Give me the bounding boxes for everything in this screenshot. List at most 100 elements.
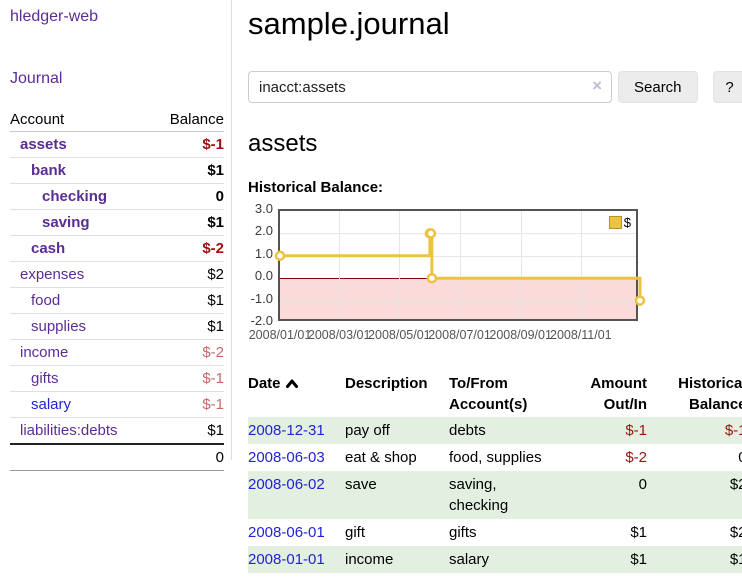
account-row: liabilities:debts $1 bbox=[10, 417, 224, 445]
register-accounts: food, supplies bbox=[449, 449, 542, 466]
account-cell: salary bbox=[10, 391, 153, 418]
accounts-header-row: Account Balance bbox=[10, 108, 224, 132]
header-label: To/From bbox=[449, 375, 508, 392]
header-label: Amount bbox=[590, 375, 647, 392]
search-button[interactable]: Search bbox=[618, 71, 698, 103]
account-cell: assets bbox=[10, 131, 153, 158]
register-header-balance: Historical Balance bbox=[647, 371, 742, 417]
register-body: 2008-12-31 pay off debts $-1 $-1 2008-06-03 ea… bbox=[248, 417, 742, 573]
register-balance: $2 bbox=[729, 524, 742, 541]
account-cell: liabilities:debts bbox=[10, 417, 153, 445]
x-axis-label: 2008/03/01 bbox=[307, 328, 371, 342]
account-row: saving $1 bbox=[10, 209, 224, 236]
h-gridline bbox=[280, 233, 636, 235]
y-axis-label: -2.0 bbox=[250, 313, 273, 328]
account-link[interactable]: bank bbox=[31, 162, 67, 179]
account-row: food $1 bbox=[10, 287, 224, 314]
x-axis-label: 2008/09/01 bbox=[489, 328, 552, 342]
account-balance: $-1 bbox=[152, 131, 224, 158]
y-axis-label: -1.0 bbox=[250, 290, 273, 306]
x-axis-label: 2008/01/01 bbox=[248, 328, 312, 342]
register-date-link[interactable]: 2008-06-02 bbox=[248, 476, 325, 493]
clear-search-icon[interactable]: × bbox=[592, 76, 602, 95]
account-row: expenses $2 bbox=[10, 261, 224, 288]
account-balance: $-1 bbox=[152, 391, 224, 418]
account-balance: $1 bbox=[152, 417, 224, 445]
account-cell: cash bbox=[10, 235, 153, 262]
chart-title: Historical Balance: bbox=[248, 179, 384, 196]
header-label: Out/In bbox=[603, 396, 647, 413]
v-gridline bbox=[520, 211, 522, 319]
search-bar: × Search ? bbox=[248, 71, 742, 103]
register-header-description: Description bbox=[345, 375, 428, 392]
account-cell: income bbox=[10, 339, 153, 366]
v-gridline bbox=[580, 211, 582, 319]
account-link[interactable]: liabilities:debts bbox=[20, 422, 118, 439]
register-date-link[interactable]: 2008-06-01 bbox=[248, 524, 325, 541]
header-label: Date bbox=[248, 375, 281, 392]
account-cell: expenses bbox=[10, 261, 153, 288]
sort-ascending-icon bbox=[285, 379, 298, 388]
data-point-marker bbox=[274, 250, 286, 262]
help-button[interactable]: ? bbox=[712, 71, 742, 103]
register-amount: $1 bbox=[630, 551, 647, 568]
account-link[interactable]: saving bbox=[42, 214, 90, 231]
register-date-link[interactable]: 2008-01-01 bbox=[248, 551, 325, 568]
account-balance: $1 bbox=[152, 209, 224, 236]
account-link[interactable]: food bbox=[31, 292, 61, 309]
register-row: 2008-06-02 save saving, checking 0 $2 bbox=[248, 471, 742, 519]
account-cell: supplies bbox=[10, 313, 153, 340]
account-balance: $-2 bbox=[152, 235, 224, 262]
account-row: checking 0 bbox=[10, 183, 224, 210]
account-row: salary $-1 bbox=[10, 391, 224, 418]
app-title-link[interactable]: hledger-web bbox=[10, 8, 99, 25]
register-balance: $1 bbox=[729, 551, 742, 568]
search-box: × bbox=[248, 71, 612, 103]
register-date-cell: 2008-06-02 bbox=[248, 471, 345, 519]
data-point-marker bbox=[425, 228, 437, 239]
account-link[interactable]: income bbox=[20, 344, 69, 361]
header-label: Historical bbox=[678, 375, 742, 392]
register-date-cell: 2008-01-01 bbox=[248, 546, 345, 573]
accounts-body: assets $-1 bank $1 checking 0 saving $1 cash $-2 e… bbox=[10, 131, 224, 445]
account-row: bank $1 bbox=[10, 157, 224, 184]
register-amount: $-1 bbox=[625, 422, 647, 439]
register-header-date[interactable]: Date bbox=[248, 371, 345, 417]
account-link[interactable]: cash bbox=[31, 240, 66, 257]
account-link[interactable]: expenses bbox=[20, 266, 85, 283]
accounts-total-row: 0 bbox=[10, 443, 224, 471]
search-input[interactable] bbox=[248, 71, 612, 103]
register-description: eat & shop bbox=[345, 449, 417, 466]
account-link[interactable]: checking bbox=[42, 188, 108, 205]
register-amount: $1 bbox=[630, 524, 647, 541]
register-date-cell: 2008-06-01 bbox=[248, 519, 345, 546]
account-balance: $2 bbox=[152, 261, 224, 288]
legend-label: $ bbox=[623, 215, 631, 230]
account-balance: $-1 bbox=[152, 365, 224, 392]
y-axis-label: 2.0 bbox=[254, 223, 273, 239]
register-accounts: salary bbox=[449, 551, 490, 568]
account-cell: bank bbox=[10, 157, 153, 184]
account-link[interactable]: gifts bbox=[31, 370, 59, 387]
account-link[interactable]: salary bbox=[31, 396, 72, 413]
account-link[interactable]: supplies bbox=[31, 318, 87, 335]
journal-link[interactable]: Journal bbox=[10, 70, 63, 87]
register-description: save bbox=[345, 476, 377, 493]
account-cell: food bbox=[10, 287, 153, 314]
v-gridline bbox=[399, 211, 401, 319]
register-date-link[interactable]: 2008-06-03 bbox=[248, 449, 325, 466]
register-accounts: debts bbox=[449, 422, 486, 439]
account-row: gifts $-1 bbox=[10, 365, 224, 392]
main-content: sample.journal × Search ? assets Histori… bbox=[232, 0, 742, 573]
register-description: gift bbox=[345, 524, 366, 541]
account-heading: assets bbox=[248, 130, 318, 157]
account-link[interactable]: assets bbox=[20, 136, 67, 153]
register-date-link[interactable]: 2008-12-31 bbox=[248, 422, 325, 439]
sidebar: hledger-web Journal Account Balance asse… bbox=[0, 0, 232, 471]
accounts-total: 0 bbox=[152, 443, 224, 471]
account-cell: gifts bbox=[10, 365, 153, 392]
y-axis-label: 1.0 bbox=[254, 245, 273, 261]
register-balance: 0 bbox=[647, 444, 742, 471]
x-axis-label: 2008/11/01 bbox=[549, 328, 612, 342]
v-gridline bbox=[459, 211, 461, 319]
